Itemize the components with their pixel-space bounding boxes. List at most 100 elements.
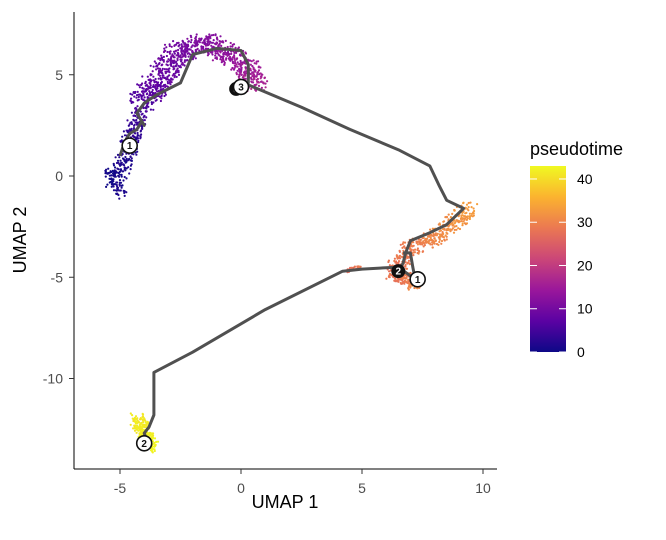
cell-point-upper	[164, 85, 167, 89]
cell-point-early	[115, 161, 119, 165]
cell-point-upper	[186, 47, 189, 50]
cell-point-mid	[462, 217, 465, 220]
cell-point-upper	[208, 40, 212, 43]
cell-point-mid	[446, 227, 449, 230]
cell-point-early	[116, 167, 119, 170]
cell-point-upper	[259, 75, 263, 78]
cell-point-upper	[182, 50, 185, 53]
cell-point-early	[126, 131, 129, 134]
cell-point-early	[121, 170, 124, 173]
cell-point-upper	[170, 56, 173, 59]
cell-point-upper	[233, 59, 237, 63]
cell-point-early	[118, 184, 121, 187]
cell-point-mid	[457, 221, 460, 224]
cell-point-upper	[232, 55, 236, 59]
cell-point-upper	[250, 87, 253, 90]
cell-point-early	[145, 116, 148, 119]
cell-point-terminal	[135, 431, 138, 434]
cell-point-upper	[264, 86, 267, 89]
cell-point-mid	[424, 237, 427, 240]
cell-point-mid	[443, 239, 446, 242]
cell-point-early	[129, 121, 132, 124]
cell-point-early	[113, 174, 117, 177]
cell-point-upper	[190, 36, 193, 39]
cell-point-upper	[138, 86, 141, 89]
cell-point-upper	[168, 44, 171, 48]
cell-point-terminal	[143, 417, 146, 420]
cell-point-upper	[158, 62, 161, 65]
cell-point-upper	[181, 39, 184, 43]
cell-point-upper	[208, 42, 211, 45]
trajectory-node: 1	[409, 270, 426, 288]
cell-point-early	[123, 194, 126, 197]
cell-point-upper	[233, 51, 236, 55]
cell-point-early	[135, 118, 138, 122]
cell-point-upper	[176, 58, 179, 62]
cell-point-mid	[455, 228, 458, 231]
cell-point-upper	[198, 37, 201, 40]
cell-point-mid	[428, 239, 431, 242]
cell-point-mid	[449, 216, 452, 219]
cell-point-upper	[194, 57, 197, 60]
cell-point-upper	[151, 91, 155, 94]
cell-point-early	[136, 136, 139, 139]
cell-point-upper	[169, 59, 172, 62]
cell-point-mid	[387, 259, 390, 262]
cell-point-upper	[165, 54, 168, 58]
cell-point-upper	[184, 55, 187, 59]
cell-point-mid	[393, 259, 396, 263]
x-tick-label: 5	[358, 480, 366, 496]
legend-colorbar	[530, 166, 566, 352]
cell-point-early	[136, 150, 139, 153]
cell-point-upper	[207, 39, 210, 42]
cell-point-mid	[455, 225, 458, 228]
cell-point-upper	[252, 72, 255, 75]
cell-point-upper	[226, 45, 229, 49]
cell-point-upper	[260, 86, 263, 89]
cell-point-terminal	[133, 424, 136, 427]
cell-point-mid	[401, 242, 404, 246]
cell-point-mid	[429, 236, 432, 240]
cell-point-mid	[397, 261, 400, 264]
cell-point-upper	[148, 86, 151, 89]
cell-point-upper	[165, 68, 168, 71]
cell-point-terminal	[134, 415, 138, 418]
cell-point-early	[129, 155, 132, 158]
cell-point-mid	[398, 257, 401, 260]
cell-point-upper	[263, 76, 266, 80]
cell-point-upper	[166, 82, 170, 85]
cell-point-upper	[173, 44, 176, 48]
cell-point-upper	[159, 69, 162, 72]
cell-point-mid	[473, 209, 476, 213]
cell-point-mid	[445, 215, 448, 219]
cell-point-mid	[388, 276, 391, 279]
cell-point-mid	[359, 265, 362, 268]
cell-point-early	[111, 178, 114, 181]
cell-point-upper	[152, 65, 155, 68]
cell-point-early	[140, 113, 143, 116]
trajectory-segment	[247, 83, 466, 268]
cell-point-early	[129, 164, 132, 167]
cell-point-mid	[416, 243, 419, 246]
cell-point-early	[118, 179, 122, 182]
cell-point-upper	[183, 59, 187, 62]
cell-point-mid	[400, 282, 403, 285]
cell-point-upper	[166, 60, 170, 63]
cell-point-upper	[153, 60, 156, 63]
cell-point-upper	[254, 70, 257, 73]
cell-point-upper	[259, 80, 263, 83]
cell-point-early	[137, 134, 140, 137]
cell-point-mid	[412, 251, 415, 254]
node-circle	[121, 137, 138, 154]
cell-point-mid	[414, 248, 417, 251]
cell-point-mid	[421, 250, 425, 253]
cell-point-mid	[456, 219, 459, 222]
y-tick-label: -10	[43, 371, 63, 387]
cell-point-upper	[160, 94, 163, 97]
cell-point-upper	[174, 50, 177, 53]
cell-point-early	[122, 163, 125, 166]
cell-point-upper	[135, 96, 138, 99]
cell-point-upper	[158, 84, 161, 87]
x-ticks: -5 0 5 10	[114, 469, 491, 496]
cell-point-terminal	[136, 417, 139, 420]
